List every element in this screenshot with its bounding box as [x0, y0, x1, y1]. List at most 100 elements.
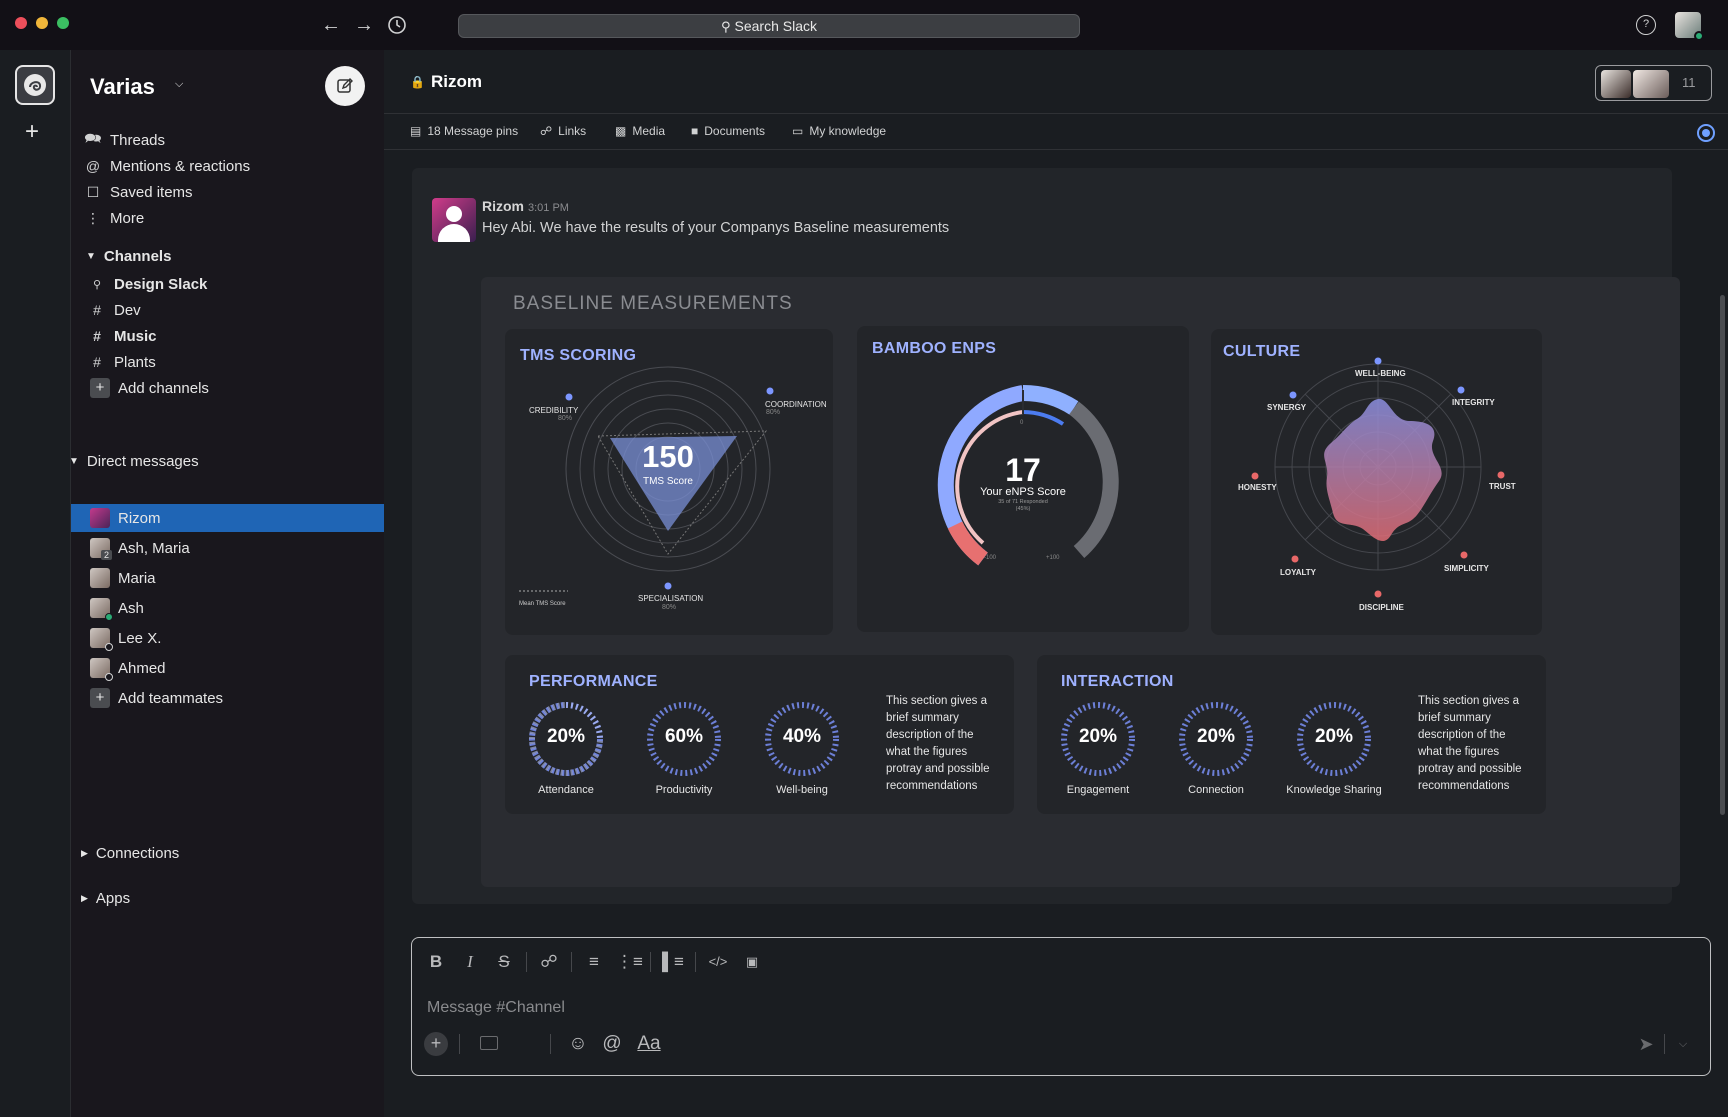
- help-icon[interactable]: ?: [1636, 15, 1656, 35]
- attendance-ring: 20%: [527, 700, 605, 778]
- enps-gauge-chart: [937, 384, 1119, 566]
- chevron-down-icon[interactable]: ⌵: [175, 78, 184, 90]
- connections-section[interactable]: ▶ Connections: [81, 840, 179, 866]
- blockquote-icon[interactable]: ▌≡: [662, 952, 684, 971]
- send-icon[interactable]: ➤: [1638, 1034, 1654, 1054]
- workspace-name[interactable]: Varias: [90, 74, 155, 99]
- apps-label: Apps: [95, 889, 131, 907]
- dm-item-maria[interactable]: Maria: [90, 565, 156, 591]
- add-teammates-button[interactable]: + Add teammates: [90, 685, 223, 711]
- forward-arrow-icon[interactable]: →: [354, 14, 374, 36]
- ring-label: Knowledge Sharing: [1286, 784, 1382, 796]
- add-workspace-icon[interactable]: +: [25, 118, 40, 145]
- code-icon[interactable]: </>: [708, 954, 728, 969]
- online-status-dot: [105, 613, 113, 621]
- channel-label: Dev: [114, 301, 141, 319]
- channel-name: Rizom: [430, 72, 482, 91]
- channel-header: 🔒 Rizom 11: [384, 50, 1728, 114]
- channel-title[interactable]: 🔒 Rizom: [410, 72, 482, 92]
- user-avatar[interactable]: [1675, 12, 1704, 41]
- link-icon[interactable]: ☍: [540, 952, 558, 971]
- channel-label: Music: [114, 327, 157, 345]
- channel-music[interactable]: # Music: [88, 323, 157, 349]
- message-time[interactable]: 3:01 PM: [528, 202, 569, 214]
- toolbar-divider: [650, 952, 651, 972]
- history-icon[interactable]: [384, 12, 410, 38]
- scrollbar[interactable]: [1720, 295, 1725, 815]
- specialisation-label: SPECIALISATION: [638, 594, 704, 603]
- sidebar-item-saved[interactable]: ☐ Saved items: [84, 179, 193, 205]
- culture-radar-chart: [1251, 357, 1505, 598]
- bold-icon[interactable]: B: [429, 952, 443, 971]
- tab-media[interactable]: ▩ Media: [615, 124, 665, 138]
- mean-tms-legend: Mean TMS Score: [519, 601, 566, 607]
- sidebar-item-threads[interactable]: 🗪 Threads: [84, 127, 165, 153]
- emoji-icon[interactable]: ☺: [568, 1033, 588, 1054]
- channel-plants[interactable]: # Plants: [88, 349, 156, 375]
- ordered-list-icon[interactable]: ≡: [589, 952, 599, 971]
- tms-score-value: 150: [642, 439, 694, 474]
- ring-value: 20%: [1078, 726, 1118, 747]
- member-avatar: [1633, 70, 1669, 98]
- compose-button[interactable]: [325, 66, 365, 106]
- toolbar-divider: [571, 952, 572, 972]
- channel-design-slack[interactable]: ⚲ Design Slack: [88, 271, 207, 297]
- channel-dev[interactable]: # Dev: [88, 297, 141, 323]
- channels-section-header[interactable]: ▼ Channels: [86, 243, 171, 269]
- tab-documents[interactable]: ■ Documents: [691, 124, 765, 138]
- message-avatar[interactable]: [432, 198, 476, 242]
- search-bar[interactable]: ⚲ Search Slack: [458, 14, 1080, 38]
- add-channels-button[interactable]: + Add channels: [90, 375, 209, 401]
- workspace-switcher[interactable]: [15, 65, 55, 105]
- knowledge-icon: ▭: [792, 124, 804, 138]
- ring-label: Engagement: [1066, 784, 1130, 796]
- dm-label: Rizom: [118, 509, 161, 527]
- dm-item-ahmed[interactable]: Ahmed: [90, 655, 166, 681]
- send-options-chevron-icon[interactable]: ⌵: [1678, 1038, 1688, 1050]
- tab-links[interactable]: ☍ Links: [540, 124, 586, 138]
- away-status-dot: [105, 643, 113, 651]
- code-block-icon[interactable]: ▣: [745, 954, 759, 969]
- huddle-icon[interactable]: [1697, 124, 1715, 142]
- tab-my-knowledge[interactable]: ▭ My knowledge: [792, 124, 886, 138]
- dm-item-lee[interactable]: Lee X.: [90, 625, 161, 651]
- members-button[interactable]: 11: [1595, 65, 1712, 101]
- tab-message-pins[interactable]: ▤ 18 Message pins: [410, 124, 518, 138]
- plus-icon: +: [90, 378, 110, 398]
- window-close-dot[interactable]: [15, 17, 27, 29]
- bullet-list-icon[interactable]: ⋮≡: [616, 952, 643, 971]
- add-channels-label: Add channels: [118, 379, 209, 397]
- window-maximize-dot[interactable]: [57, 17, 69, 29]
- more-vertical-icon: ⋮: [86, 209, 100, 226]
- video-clip-icon[interactable]: [480, 1036, 498, 1050]
- card-title: INTERACTION: [1061, 673, 1174, 690]
- window-minimize-dot[interactable]: [36, 17, 48, 29]
- culture-label-loyalty: LOYALTY: [1280, 568, 1317, 577]
- dm-item-rizom[interactable]: Rizom: [90, 505, 161, 531]
- culture-label-wellbeing: WELL-BEING: [1355, 369, 1406, 378]
- sidebar-item-more[interactable]: ⋮ More: [84, 205, 144, 231]
- back-arrow-icon[interactable]: ←: [321, 14, 341, 36]
- message-input[interactable]: Message #Channel: [427, 999, 565, 1016]
- document-icon: ■: [691, 124, 699, 138]
- message-author[interactable]: Rizom: [482, 198, 524, 214]
- mention-icon[interactable]: @: [602, 1033, 622, 1054]
- ring-value: 60%: [664, 726, 704, 747]
- group-count-badge: 2: [100, 550, 112, 560]
- italic-icon[interactable]: I: [467, 952, 473, 971]
- performance-description: This section gives a brief summary descr…: [886, 695, 990, 792]
- toolbar-divider: [459, 1034, 460, 1054]
- apps-section[interactable]: ▶ Apps: [81, 885, 130, 911]
- attach-plus-icon[interactable]: +: [424, 1032, 448, 1056]
- format-text-icon[interactable]: Aa: [637, 1033, 661, 1054]
- dm-item-ash-maria[interactable]: 2 Ash, Maria: [90, 535, 190, 561]
- dm-item-ash[interactable]: Ash: [90, 595, 144, 621]
- member-count: 11: [1682, 75, 1696, 90]
- bookmark-icon: ☐: [86, 183, 100, 200]
- ring-value: 20%: [1314, 726, 1354, 747]
- strikethrough-icon[interactable]: S: [498, 952, 510, 971]
- dm-section-header[interactable]: ▼ Direct messages: [69, 448, 199, 474]
- toolbar-divider: [695, 952, 696, 972]
- culture-card: CULTURE WELL-BEING INTEGRITY TRUST SIMPL…: [1211, 329, 1542, 635]
- sidebar-item-mentions[interactable]: @ Mentions & reactions: [84, 153, 250, 179]
